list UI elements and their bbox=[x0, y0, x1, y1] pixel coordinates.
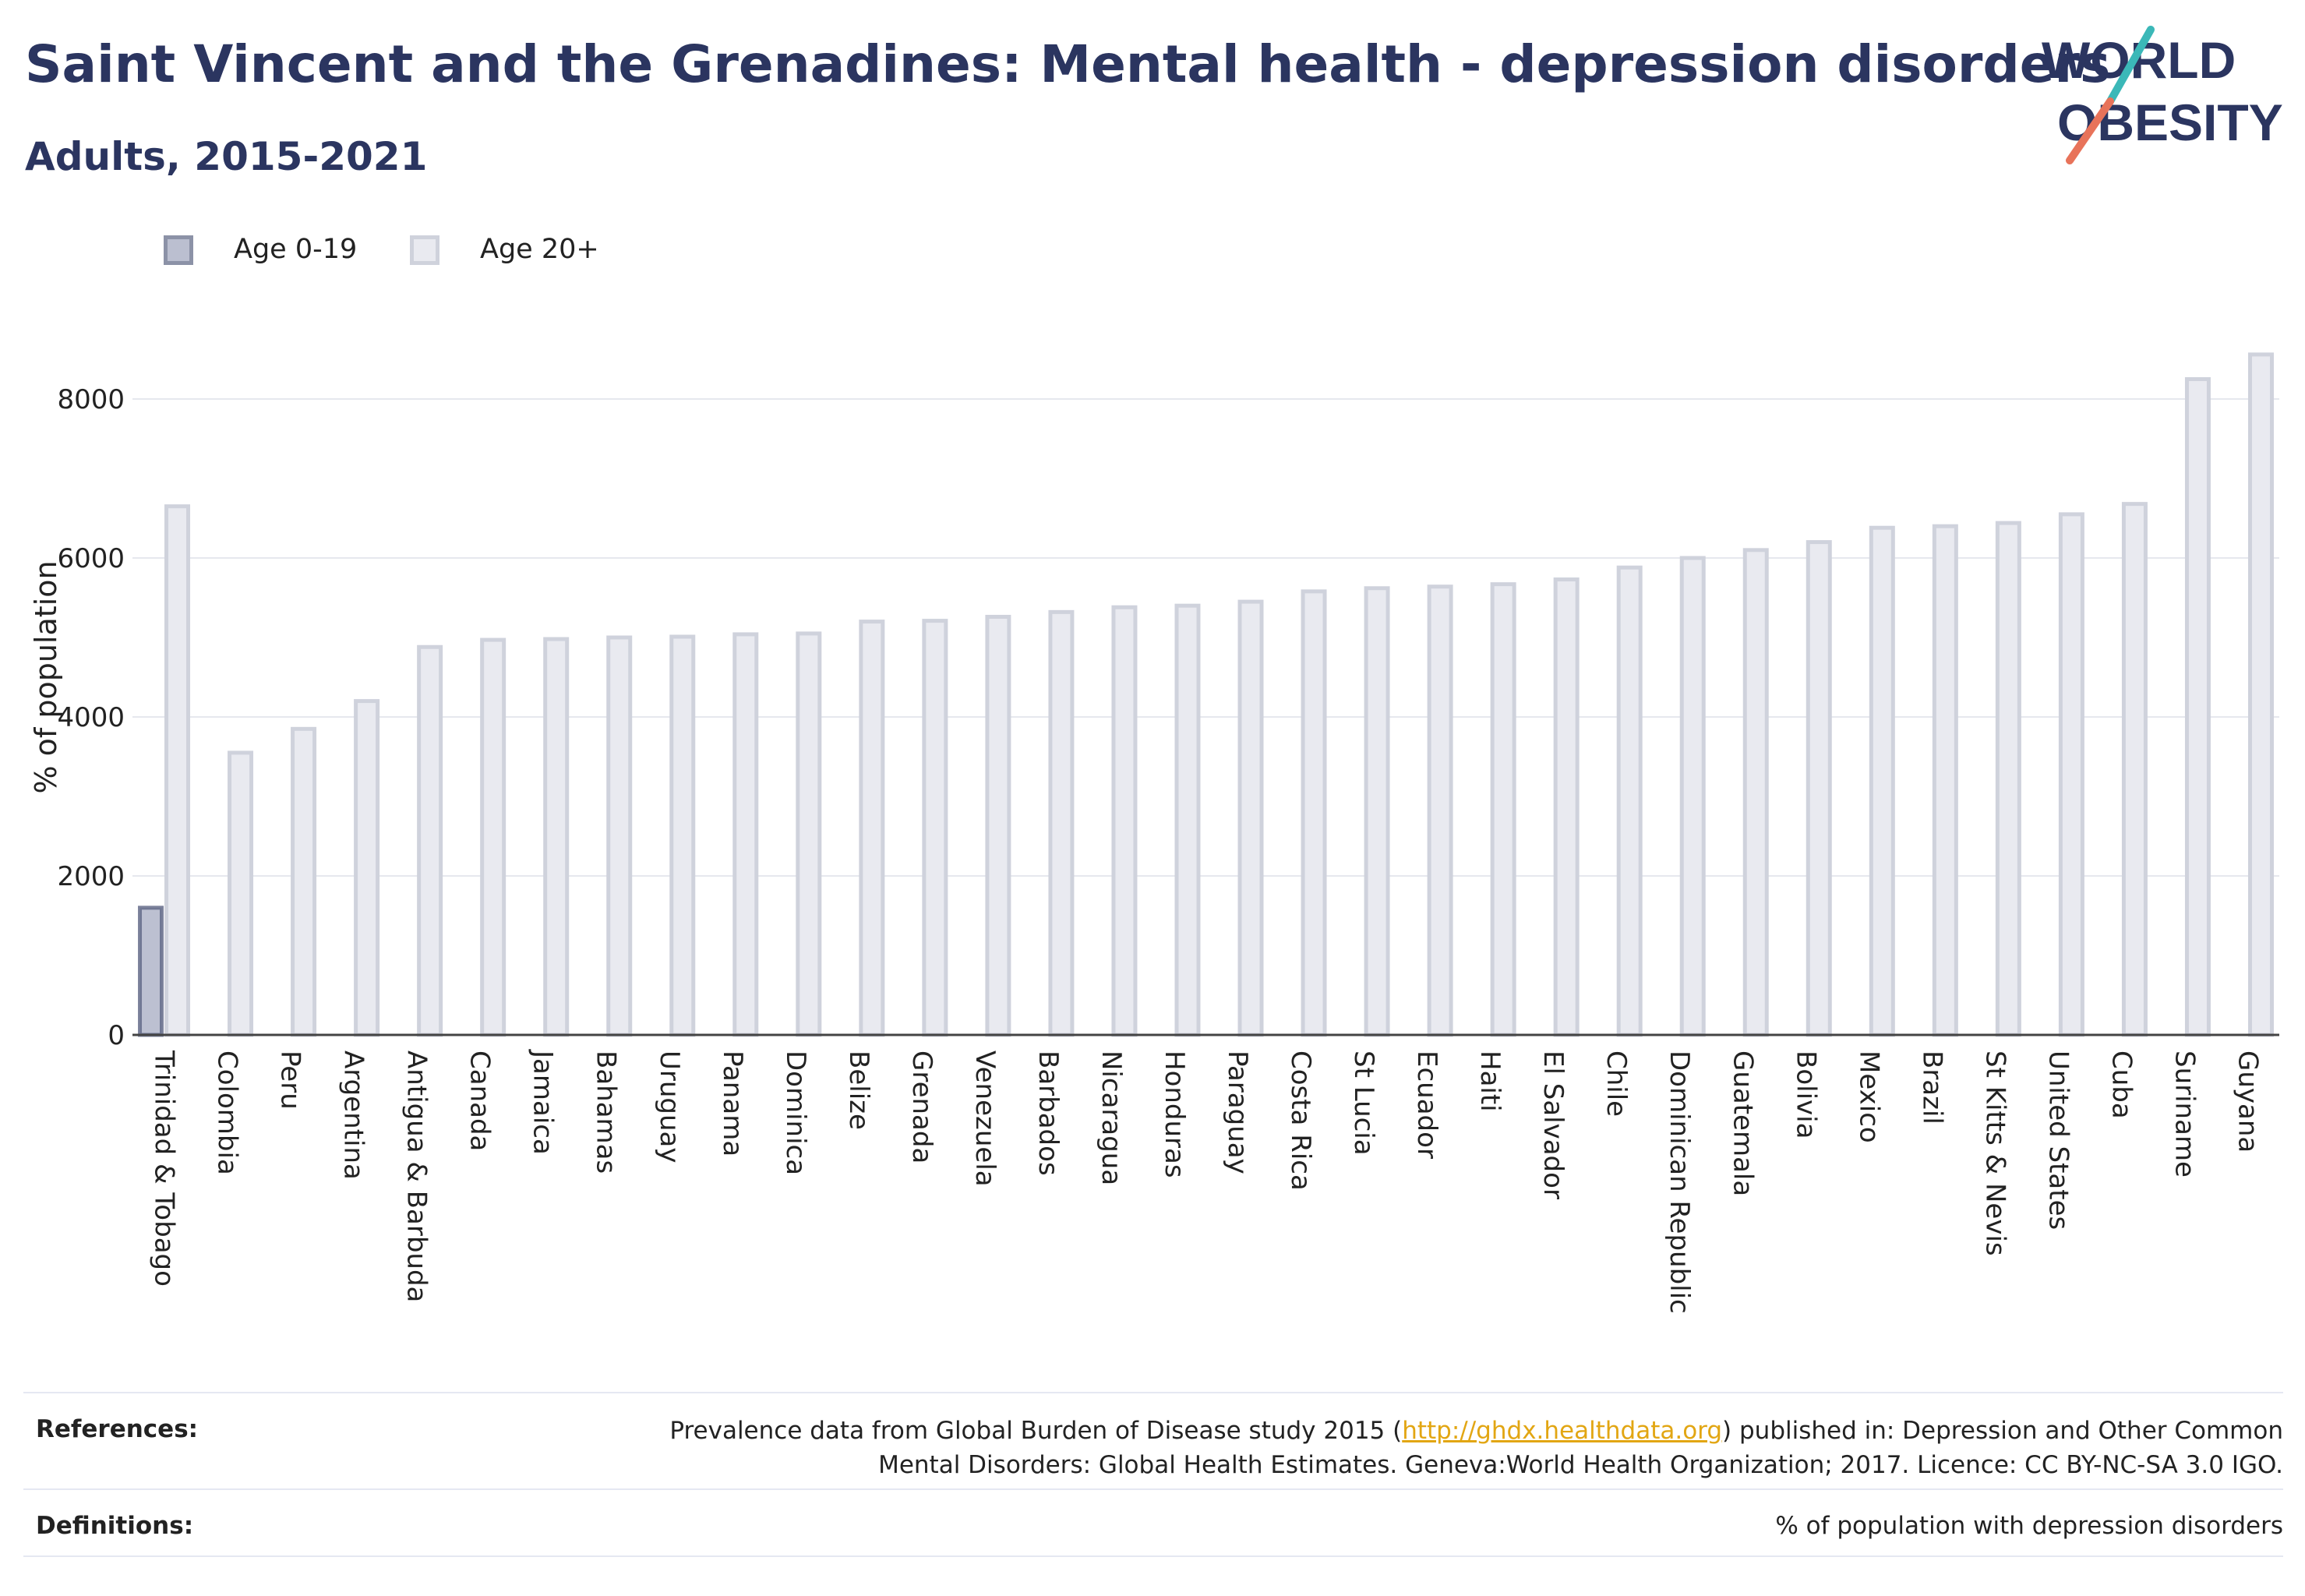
bar-chart: 0 2000 4000 6000 8000 % of population Trinidad… bbox=[29, 352, 2279, 1314]
x-tick-label: Suriname bbox=[2169, 1050, 2200, 1178]
definitions-text: % of population with depression disorder… bbox=[1775, 1512, 2283, 1540]
bar-age-20-plus bbox=[1679, 556, 1706, 1037]
y-tick-label: 8000 bbox=[57, 384, 125, 415]
bar-age-20-plus bbox=[417, 644, 443, 1037]
x-tick-label: Bahamas bbox=[591, 1050, 622, 1174]
x-tick-label: Argentina bbox=[338, 1050, 369, 1180]
bar-age-20-plus bbox=[354, 699, 380, 1037]
bar-age-20-plus bbox=[1427, 584, 1453, 1037]
x-tick-label: Cuba bbox=[2106, 1050, 2137, 1119]
legend-swatch-age-0-19 bbox=[164, 235, 193, 265]
bar-age-20-plus bbox=[1932, 524, 1958, 1037]
references-text-before: Prevalence data from Global Burden of Di… bbox=[669, 1417, 1403, 1445]
logo-slash-top bbox=[2106, 26, 2155, 105]
x-tick-label: Trinidad & Tobago bbox=[149, 1050, 180, 1287]
bar-age-20-plus bbox=[1742, 548, 1769, 1037]
references-text: Prevalence data from Global Burden of Di… bbox=[669, 1414, 2283, 1482]
bar-age-20-plus bbox=[1174, 603, 1201, 1037]
bar-age-20-plus bbox=[796, 631, 822, 1037]
x-tick-label: Dominican Republic bbox=[1664, 1050, 1695, 1314]
bar-age-20-plus bbox=[1048, 609, 1075, 1037]
references-link[interactable]: http://ghdx.healthdata.org bbox=[1402, 1417, 1723, 1445]
bar-age-20-plus bbox=[669, 634, 696, 1037]
x-tick-label: United States bbox=[2042, 1050, 2074, 1230]
x-tick-label: Venezuela bbox=[969, 1050, 1001, 1187]
bar-age-20-plus bbox=[1869, 525, 1895, 1037]
y-tick-label: 0 bbox=[108, 1020, 125, 1051]
x-tick-label: Antigua & Barbuda bbox=[401, 1050, 432, 1302]
x-tick-label: El Salvador bbox=[1537, 1050, 1569, 1199]
x-tick-label: Dominica bbox=[780, 1050, 811, 1175]
bar-age-20-plus bbox=[859, 620, 885, 1037]
x-tick-label: Canada bbox=[464, 1050, 496, 1151]
x-tick-label: Panama bbox=[717, 1050, 748, 1156]
bar-age-20-plus bbox=[228, 750, 254, 1037]
legend-label-age-20-plus: Age 20+ bbox=[480, 234, 599, 265]
references-label: References: bbox=[36, 1415, 199, 1443]
x-tick-label: Grenada bbox=[906, 1050, 937, 1163]
x-tick-label: Brazil bbox=[1916, 1050, 1947, 1125]
legend-label-age-0-19: Age 0-19 bbox=[234, 234, 358, 265]
bar-age-20-plus bbox=[1806, 540, 1832, 1037]
bar-age-20-plus bbox=[480, 637, 507, 1037]
chart-subtitle: Adults, 2015-2021 bbox=[25, 134, 428, 179]
bar-age-20-plus bbox=[543, 637, 570, 1037]
x-tick-label: Ecuador bbox=[1411, 1050, 1442, 1159]
x-tick-label: Haiti bbox=[1474, 1050, 1505, 1112]
bar-age-20-plus bbox=[985, 614, 1011, 1037]
x-tick-label: Peru bbox=[275, 1050, 306, 1110]
bar-age-0-19 bbox=[138, 906, 164, 1037]
x-tick-label: Mexico bbox=[1853, 1050, 1884, 1143]
bar-age-20-plus bbox=[2247, 352, 2274, 1037]
references-text-after: ) published in: Depression and Other Com… bbox=[1722, 1417, 2283, 1445]
bar-age-20-plus bbox=[922, 619, 948, 1037]
x-tick-label: Belize bbox=[843, 1050, 874, 1130]
y-axis-title: % of population bbox=[29, 560, 63, 793]
bar-age-20-plus bbox=[291, 726, 317, 1037]
x-tick-label: Guatemala bbox=[1727, 1050, 1758, 1196]
x-tick-label: St Kitts & Nevis bbox=[1979, 1050, 2010, 1256]
bar-age-20-plus bbox=[606, 635, 633, 1037]
references-line-2: Mental Disorders: Global Health Estimate… bbox=[878, 1451, 2283, 1479]
footer-rule-middle bbox=[23, 1488, 2283, 1490]
chart-title: Saint Vincent and the Grenadines: Mental… bbox=[25, 34, 2111, 94]
x-tick-label: Nicaragua bbox=[1096, 1050, 1127, 1185]
bar-age-20-plus bbox=[1301, 589, 1327, 1037]
bar-age-20-plus bbox=[1553, 577, 1580, 1037]
logo-line-1: WORLD bbox=[2042, 31, 2236, 89]
bar-age-20-plus bbox=[2058, 512, 2084, 1037]
bar-age-20-plus bbox=[2184, 377, 2211, 1037]
y-tick-label: 2000 bbox=[57, 861, 125, 892]
world-obesity-logo: WORLD OBESITY bbox=[2026, 23, 2291, 171]
x-tick-label: St Lucia bbox=[1348, 1050, 1379, 1156]
footer-rule-bottom bbox=[23, 1555, 2283, 1557]
bar-age-20-plus bbox=[1995, 521, 2021, 1037]
x-tick-label: Bolivia bbox=[1790, 1050, 1821, 1139]
x-tick-label: Guyana bbox=[2232, 1050, 2263, 1153]
bar-age-20-plus bbox=[1237, 599, 1264, 1037]
x-tick-label: Chile bbox=[1601, 1050, 1632, 1117]
logo-slash-bottom bbox=[2066, 97, 2114, 164]
footer-rule-top bbox=[23, 1392, 2283, 1393]
bar-age-20-plus bbox=[1490, 582, 1516, 1037]
x-tick-label: Costa Rica bbox=[1285, 1050, 1316, 1191]
x-tick-label: Colombia bbox=[212, 1050, 243, 1175]
bar-age-20-plus bbox=[164, 504, 191, 1037]
bar-age-20-plus bbox=[1364, 586, 1390, 1037]
x-tick-label: Paraguay bbox=[1222, 1050, 1253, 1174]
y-tick-label: 4000 bbox=[57, 702, 125, 733]
references-line-1: Prevalence data from Global Burden of Di… bbox=[669, 1414, 2283, 1448]
bar-age-20-plus bbox=[732, 632, 759, 1037]
x-tick-label: Jamaica bbox=[528, 1049, 559, 1155]
x-tick-label: Honduras bbox=[1159, 1050, 1190, 1178]
y-tick-label: 6000 bbox=[57, 543, 125, 574]
legend-swatch-age-20-plus bbox=[410, 235, 439, 265]
bar-age-20-plus bbox=[2121, 502, 2148, 1037]
x-tick-label: Uruguay bbox=[654, 1050, 685, 1163]
bar-age-20-plus bbox=[1111, 605, 1138, 1037]
x-tick-label: Barbados bbox=[1032, 1050, 1064, 1176]
bar-age-20-plus bbox=[1616, 565, 1643, 1037]
definitions-label: Definitions: bbox=[36, 1512, 194, 1540]
